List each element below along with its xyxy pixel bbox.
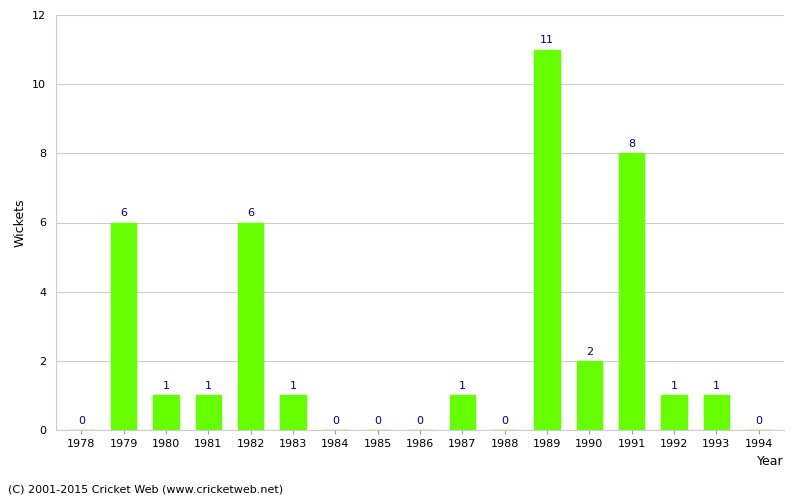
Text: 0: 0 [374, 416, 381, 426]
Y-axis label: Wickets: Wickets [14, 198, 26, 246]
Text: 1: 1 [290, 382, 297, 392]
Text: 11: 11 [540, 36, 554, 46]
Text: 1: 1 [713, 382, 720, 392]
Text: 1: 1 [205, 382, 212, 392]
Bar [577, 361, 602, 430]
Bar [111, 222, 137, 430]
X-axis label: Year: Year [758, 454, 784, 468]
Text: 6: 6 [247, 208, 254, 218]
Bar [196, 396, 221, 430]
Text: 8: 8 [628, 139, 635, 149]
Text: 6: 6 [120, 208, 127, 218]
Text: (C) 2001-2015 Cricket Web (www.cricketweb.net): (C) 2001-2015 Cricket Web (www.cricketwe… [8, 485, 283, 495]
Text: 1: 1 [162, 382, 170, 392]
Text: 0: 0 [417, 416, 423, 426]
Text: 1: 1 [459, 382, 466, 392]
Bar [450, 396, 475, 430]
Bar [280, 396, 306, 430]
Bar [703, 396, 729, 430]
Text: 0: 0 [332, 416, 339, 426]
Bar [154, 396, 178, 430]
Text: 2: 2 [586, 346, 593, 356]
Text: 0: 0 [78, 416, 85, 426]
Bar [238, 222, 263, 430]
Bar [662, 396, 686, 430]
Text: 0: 0 [755, 416, 762, 426]
Text: 1: 1 [670, 382, 678, 392]
Bar [534, 50, 560, 430]
Text: 0: 0 [501, 416, 508, 426]
Bar [619, 154, 644, 430]
